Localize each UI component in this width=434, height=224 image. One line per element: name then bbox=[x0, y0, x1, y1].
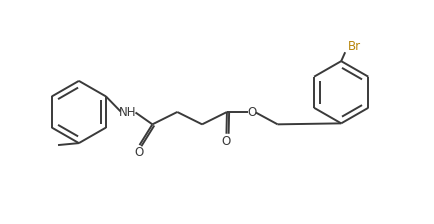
Text: O: O bbox=[247, 106, 256, 118]
Text: O: O bbox=[222, 135, 231, 148]
Text: NH: NH bbox=[119, 106, 137, 118]
Text: O: O bbox=[135, 146, 144, 159]
Text: Br: Br bbox=[348, 40, 361, 53]
